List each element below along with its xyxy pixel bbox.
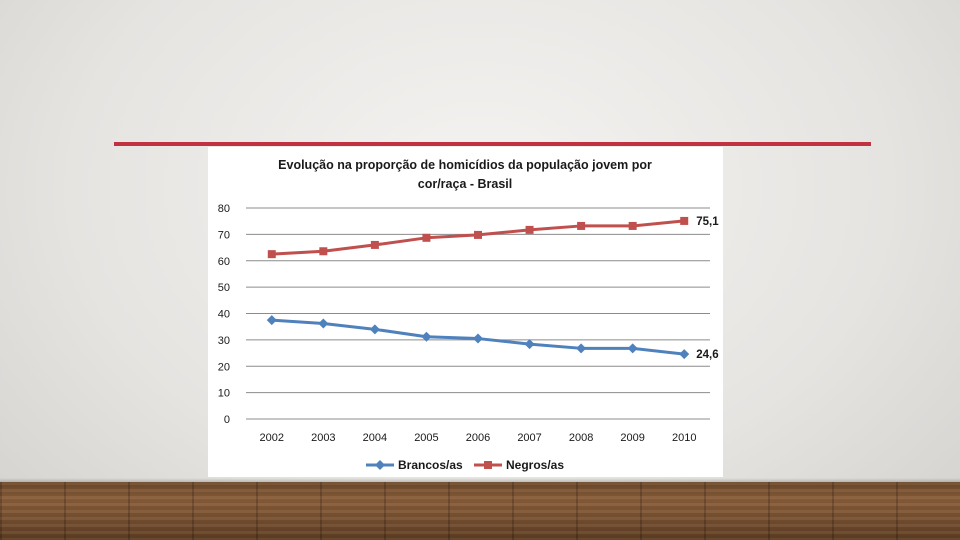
- chart-title-line-2: cor/raça - Brasil: [418, 177, 513, 191]
- line-chart: Evolução na proporção de homicídios da p…: [218, 158, 719, 472]
- chart-title-line-1: Evolução na proporção de homicídios da p…: [278, 158, 652, 172]
- x-tick-label: 2005: [414, 432, 438, 444]
- y-tick-label: 60: [218, 256, 230, 268]
- accent-rule: [114, 142, 871, 146]
- x-tick-label: 2007: [517, 432, 541, 444]
- x-tick-label: 2003: [311, 432, 335, 444]
- data-point-diamond: [524, 339, 535, 350]
- data-point-square: [474, 230, 482, 239]
- data-point-diamond: [421, 331, 432, 342]
- data-point-square: [319, 247, 328, 256]
- data-point-diamond: [473, 333, 483, 344]
- y-tick-label: 30: [218, 335, 230, 347]
- y-tick-label: 20: [218, 361, 230, 373]
- x-tick-label: 2004: [363, 432, 387, 444]
- data-point-diamond: [369, 324, 380, 335]
- data-point-diamond: [576, 343, 587, 354]
- floor-shadow: [0, 478, 960, 484]
- data-point-square: [628, 221, 637, 230]
- legend-marker-diamond: [375, 460, 385, 470]
- data-point-square: [525, 225, 534, 234]
- x-tick-label: 2009: [620, 432, 644, 444]
- data-point-square: [577, 221, 586, 230]
- x-tick-label: 2008: [569, 432, 593, 444]
- data-point-diamond: [318, 318, 329, 329]
- y-tick-label: 10: [218, 388, 230, 400]
- data-labels: 24,6 75,1: [696, 216, 719, 361]
- data-point-diamond: [627, 343, 638, 354]
- data-label: 24,6: [696, 349, 718, 361]
- legend-label: Brancos/as: [398, 458, 463, 472]
- x-axis-ticks: 2002 2003 2004 2005 2006 2007 2008 2009 2010: [260, 432, 697, 444]
- wood-floor-decoration: [0, 482, 960, 540]
- chart-card: Evolução na proporção de homicídios da p…: [208, 147, 723, 477]
- y-tick-label: 40: [218, 309, 230, 321]
- data-point-square: [267, 250, 276, 259]
- y-tick-label: 80: [218, 203, 230, 215]
- data-point-square: [370, 240, 379, 249]
- data-point-diamond: [679, 349, 690, 360]
- y-tick-label: 0: [224, 414, 230, 426]
- y-tick-label: 50: [218, 282, 230, 294]
- y-axis-ticks: 0 10 20 30 40 50 60 70 80: [218, 203, 230, 426]
- x-tick-label: 2006: [466, 432, 490, 444]
- data-point-diamond: [266, 315, 277, 326]
- series-layer: [266, 216, 690, 360]
- legend-label: Negros/as: [506, 458, 564, 472]
- x-tick-label: 2010: [672, 432, 696, 444]
- x-tick-label: 2002: [260, 432, 284, 444]
- gridlines: [246, 207, 710, 420]
- data-point-square: [422, 233, 431, 242]
- legend-marker-square: [484, 461, 492, 469]
- y-tick-label: 70: [218, 229, 230, 241]
- legend: Brancos/as Negros/as: [366, 458, 564, 472]
- data-point-square: [680, 216, 689, 225]
- data-label: 75,1: [696, 216, 719, 228]
